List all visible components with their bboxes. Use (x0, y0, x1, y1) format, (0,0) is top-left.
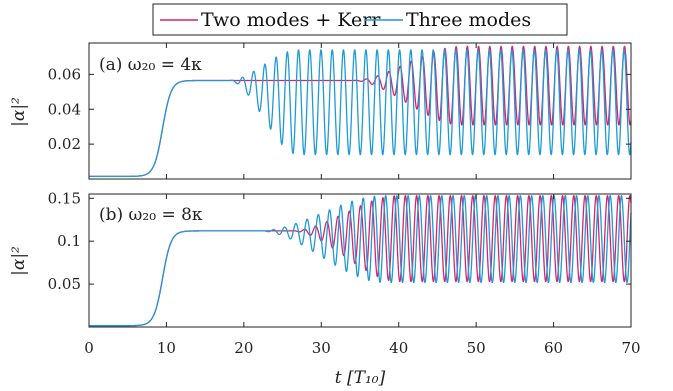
legend-label-three-modes: Three modes (406, 9, 531, 31)
x-tick-label: 0 (84, 339, 94, 357)
panel-a-label-bg (94, 50, 244, 76)
panel-a-label: (a) ω₂₀ = 4κ (99, 55, 202, 75)
panel-b-ylabel: |α|² (9, 246, 29, 276)
x-tick-label: 40 (389, 339, 408, 357)
y-tick-label-panel-a: 0.02 (48, 135, 81, 153)
x-tick-label: 10 (157, 339, 176, 357)
panel-b-label-bg (94, 200, 244, 226)
x-axis-label: t [T₁₀] (335, 368, 386, 388)
y-tick-label-panel-a: 0.04 (48, 100, 81, 118)
y-tick-label-panel-b: 0.05 (48, 275, 81, 293)
panel-b-ticks: 0 10 20 30 40 50 60 70 0.05 0.1 0.15 (48, 189, 641, 357)
legend-box (152, 3, 568, 36)
x-tick-label: 70 (621, 339, 640, 357)
panel-b: 0 10 20 30 40 50 60 700.050.10.15 (b) ω₂₀ = 8κ … (9, 189, 641, 357)
panel-a-ticks: 0.02 0.04 0.06 (48, 43, 632, 179)
panel-a: 0.02 0.04 0.06 (a) ω₂₀ = 4κ |α|² (9, 42, 632, 180)
panel-b-label: (b) ω₂₀ = 8κ (99, 205, 203, 225)
panel-a-frame (88, 42, 632, 180)
panel-b-frame (88, 193, 632, 328)
x-tick-label: 60 (544, 339, 563, 357)
x-tick-label: 30 (312, 339, 331, 357)
legend-label-two-modes: Two modes + Kerr (201, 9, 381, 31)
series-line-three-modes-panel-a (89, 49, 632, 178)
panel-a-ylabel: |α|² (9, 97, 29, 127)
y-tick-label-panel-b: 0.1 (57, 232, 81, 250)
x-tick-label: 50 (467, 339, 486, 357)
x-tick-label: 20 (234, 339, 253, 357)
y-tick-label-panel-b: 0.15 (48, 189, 81, 207)
series-line-three-modes-panel-b (89, 195, 632, 327)
y-tick-label-panel-a: 0.06 (48, 65, 81, 83)
panel-a-series (89, 45, 632, 178)
panel-b-series (89, 195, 632, 327)
legend: Two modes + Kerr Three modes (152, 3, 568, 36)
